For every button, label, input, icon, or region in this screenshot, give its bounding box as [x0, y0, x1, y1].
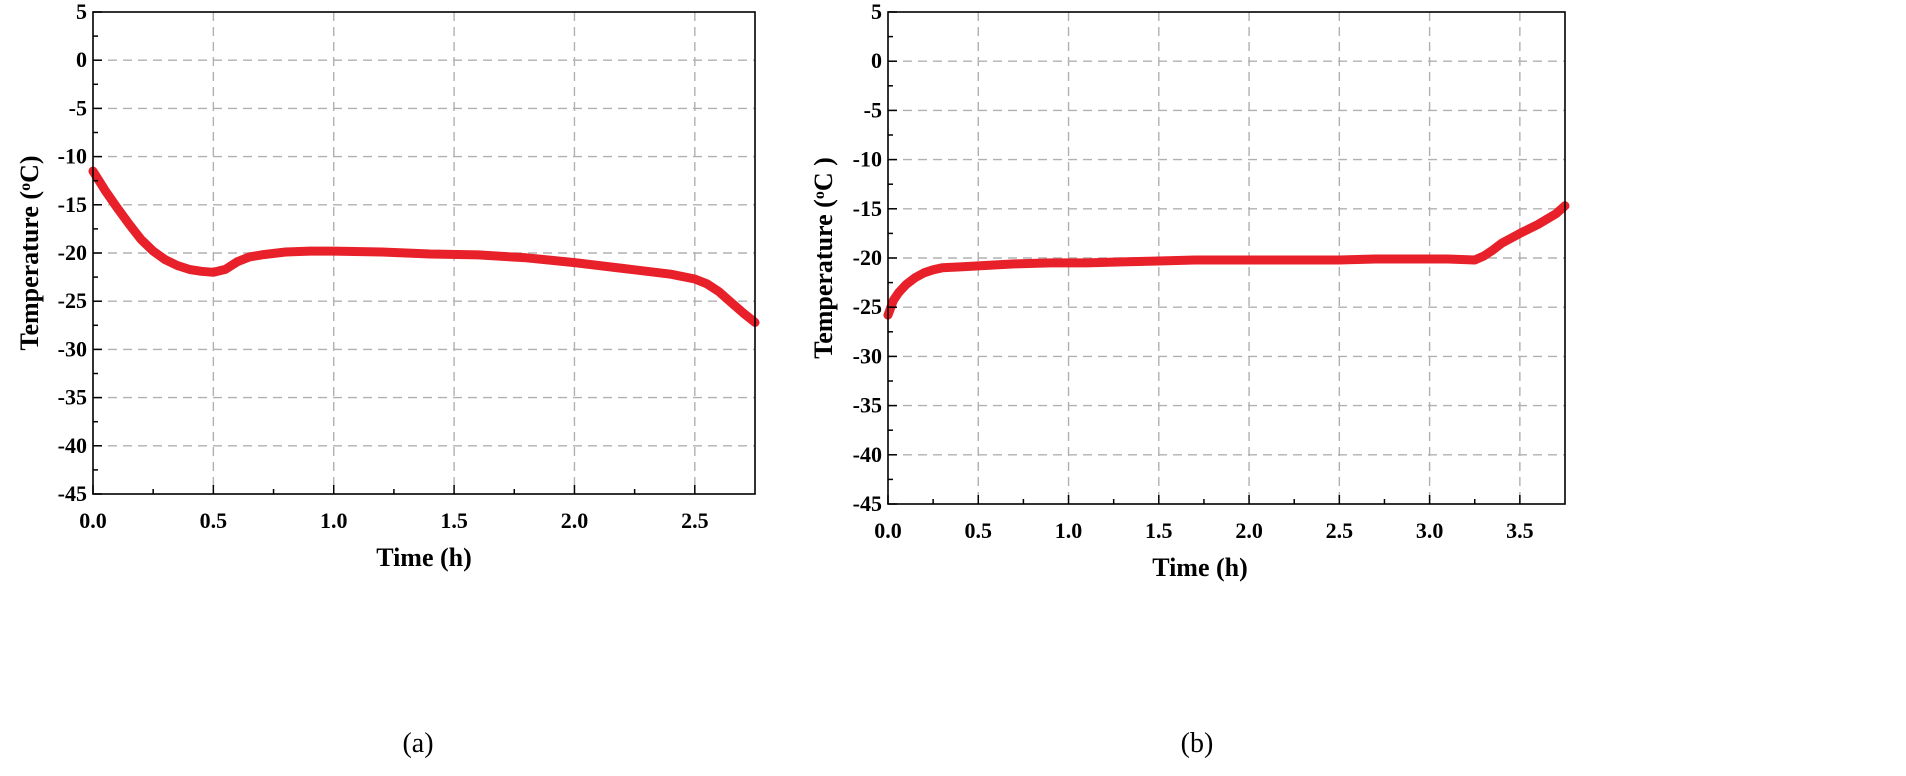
panel-b: 0.0 0.5 1.0 1.5 2.0 2.5 3.0 3.5 5 0 -5 -10 -15 -20 -2…	[809, 0, 1570, 759]
y-tick-label: -5	[864, 97, 882, 122]
panel-a: 0.0 0.5 1.0 1.5 2.0 2.5 5 0 -5 -10 -15 -20 -25 -30 -3…	[15, 0, 760, 759]
x-tick-label: 0.5	[965, 518, 993, 543]
y-tick-label: -30	[58, 336, 87, 361]
y-tick-label: -20	[853, 245, 882, 270]
y-tick-label: -35	[853, 393, 882, 418]
y-tick-label: -5	[69, 95, 87, 120]
x-tick-label: 3.5	[1506, 518, 1534, 543]
y-tick-label: -15	[853, 196, 882, 221]
y-tick-label: -15	[58, 192, 87, 217]
x-tick-label: 1.5	[440, 508, 468, 533]
y-axis-label-degree: o	[811, 191, 828, 199]
panel-label: (b)	[1181, 728, 1214, 759]
y-axis-label-unit: C)	[15, 155, 44, 182]
panel-label: (a)	[402, 728, 433, 759]
y-tick-label: -25	[853, 294, 882, 319]
x-tick-label: 0.0	[874, 518, 902, 543]
x-tick-label: 1.0	[1055, 518, 1083, 543]
y-axis-label-unit: C )	[809, 157, 838, 191]
x-tick-label: 2.0	[1235, 518, 1263, 543]
temperature-series-line	[88, 166, 760, 327]
axis-ticks	[92, 11, 696, 495]
y-tick-label: 0	[76, 47, 87, 72]
y-tick-label: -25	[58, 288, 87, 313]
x-tick-label: 1.5	[1145, 518, 1173, 543]
x-tick-label: 3.0	[1416, 518, 1444, 543]
x-tick-label: 2.5	[681, 508, 709, 533]
x-tick-labels: 0.0 0.5 1.0 1.5 2.0 2.5	[79, 508, 708, 533]
grid-lines	[888, 12, 1565, 504]
x-tick-label: 0.5	[200, 508, 228, 533]
x-axis-label: Time (h)	[376, 543, 472, 572]
x-tick-label: 0.0	[79, 508, 107, 533]
x-tick-label: 2.5	[1326, 518, 1354, 543]
axis-ticks	[887, 11, 1521, 505]
y-tick-label: -45	[853, 491, 882, 516]
y-tick-label: 5	[871, 0, 882, 24]
y-tick-label: -35	[58, 385, 87, 410]
y-tick-label: -45	[58, 481, 87, 506]
y-tick-label: -30	[853, 343, 882, 368]
y-tick-label: 5	[76, 0, 87, 24]
y-tick-label: -10	[58, 144, 87, 169]
y-tick-labels: 5 0 -5 -10 -15 -20 -25 -30 -35 -40 -45	[853, 0, 882, 516]
y-axis-label-degree: o	[17, 183, 34, 191]
y-axis-label: Temperature (oC)	[15, 155, 44, 350]
y-tick-label: -40	[58, 433, 87, 458]
x-axis-label: Time (h)	[1152, 553, 1248, 582]
y-tick-label: -40	[853, 442, 882, 467]
temperature-series-line	[883, 201, 1570, 320]
y-axis-label-main: Temperature (	[809, 199, 838, 359]
y-tick-label: -20	[58, 240, 87, 265]
y-tick-label: -10	[853, 147, 882, 172]
x-tick-labels: 0.0 0.5 1.0 1.5 2.0 2.5 3.0 3.5	[874, 518, 1533, 543]
x-tick-label: 1.0	[320, 508, 348, 533]
y-tick-labels: 5 0 -5 -10 -15 -20 -25 -30 -35 -40 -45	[58, 0, 87, 506]
y-tick-label: 0	[871, 48, 882, 73]
y-axis-label: Temperature (oC )	[809, 157, 838, 359]
x-tick-label: 2.0	[561, 508, 589, 533]
y-axis-label-main: Temperature (	[15, 191, 44, 351]
